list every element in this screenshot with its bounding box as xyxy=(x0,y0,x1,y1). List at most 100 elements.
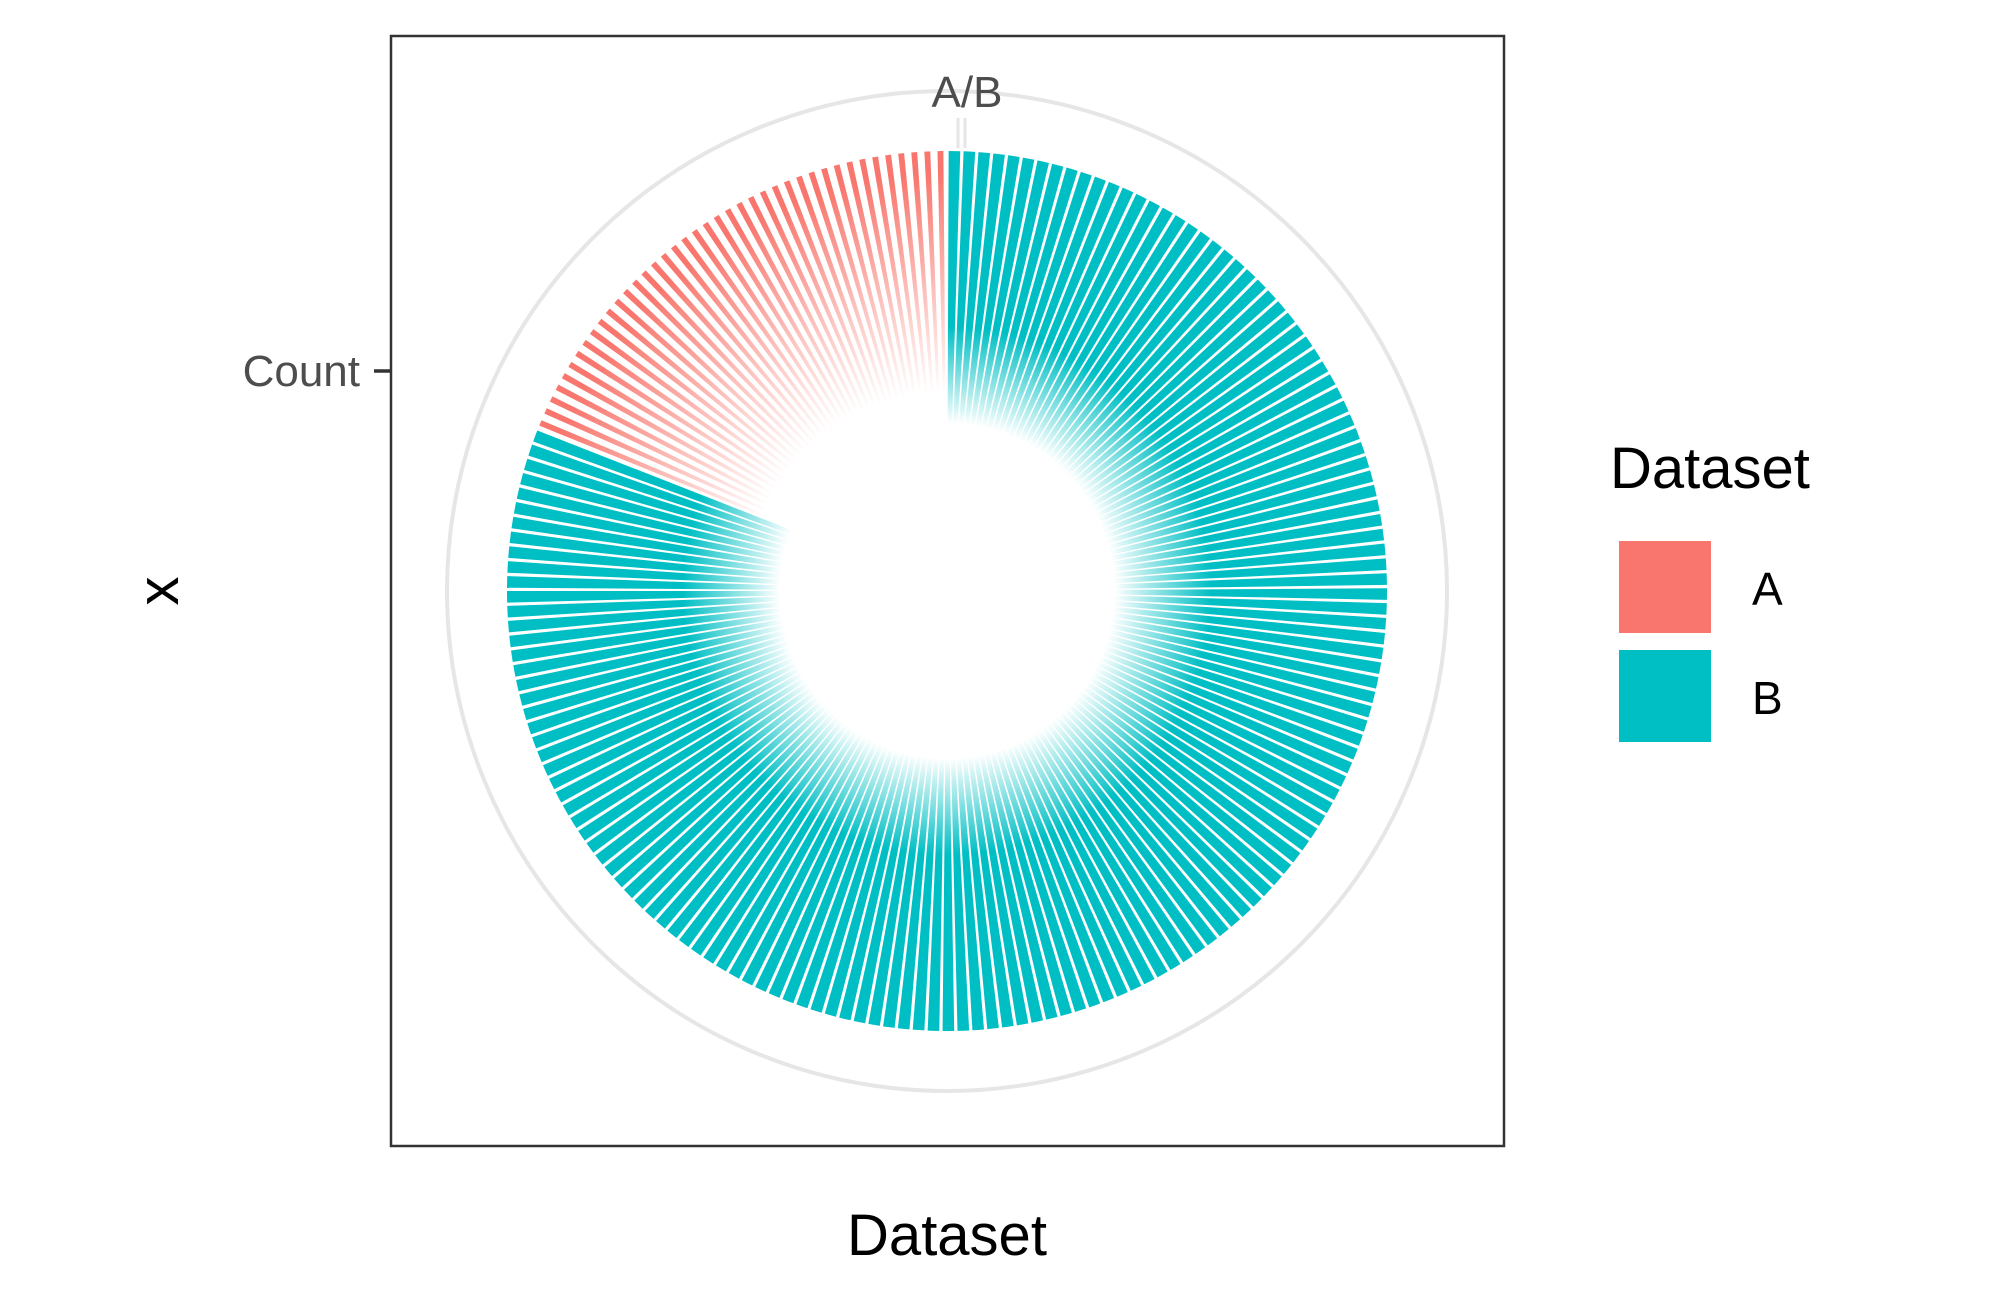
x-axis-title: Dataset xyxy=(847,1203,1047,1268)
bar-b-78 xyxy=(947,591,1168,978)
bar-b-100 xyxy=(839,591,947,1021)
bar-a-24 xyxy=(736,201,947,591)
bar-b-145 xyxy=(513,502,947,591)
bar-b-139 xyxy=(507,590,947,603)
bar-b-53 xyxy=(947,591,1379,689)
bar-b-70 xyxy=(947,591,1262,907)
bar-b-93 xyxy=(942,591,955,1032)
bar-b-112 xyxy=(679,591,947,947)
bar-b-98 xyxy=(868,591,947,1026)
bar-b-37 xyxy=(947,441,1365,591)
bar-b-81 xyxy=(947,591,1128,997)
bar-a-4 xyxy=(555,384,947,591)
bar-b-102 xyxy=(810,591,947,1013)
bar-a-25 xyxy=(748,195,947,591)
bar-a-36 xyxy=(885,154,947,591)
bar-b-96 xyxy=(897,591,947,1030)
bar-b-108 xyxy=(728,591,947,979)
bar-b-52 xyxy=(947,591,1382,675)
bar-b-83 xyxy=(947,591,1101,1008)
bar-b-123 xyxy=(570,591,947,829)
bar-b-141 xyxy=(507,561,947,591)
bar-a-33 xyxy=(846,161,947,591)
bar-b-6 xyxy=(947,157,1035,591)
bar-b-72 xyxy=(947,591,1241,927)
bar-b-131 xyxy=(523,591,947,721)
bar-a-2 xyxy=(544,408,947,591)
bar-a-21 xyxy=(702,221,947,591)
bar-b-73 xyxy=(947,591,1229,937)
bar-b-66 xyxy=(947,591,1301,863)
bar-b-122 xyxy=(578,591,947,841)
bar-b-77 xyxy=(947,591,1181,971)
bar-b-63 xyxy=(947,591,1326,826)
bar-b-48 xyxy=(947,591,1387,615)
bar-b-16 xyxy=(947,207,1173,591)
bar-a-6 xyxy=(568,361,947,591)
bar-a-38 xyxy=(911,152,947,591)
bar-b-46 xyxy=(947,573,1387,591)
bar-b-58 xyxy=(947,591,1358,760)
bar-a-28 xyxy=(783,180,947,591)
bar-b-130 xyxy=(527,591,947,735)
bar-b-84 xyxy=(947,591,1087,1012)
bar-b-25 xyxy=(947,290,1276,591)
bar-b-89 xyxy=(947,591,1014,1028)
bar-b-107 xyxy=(741,591,947,986)
bar-b-1 xyxy=(947,151,961,591)
bar-b-67 xyxy=(947,591,1292,875)
bar-b-20 xyxy=(947,240,1222,592)
bar-b-124 xyxy=(562,591,947,816)
legend-label-b: B xyxy=(1752,672,1783,724)
bar-b-136 xyxy=(509,591,947,648)
bar-b-104 xyxy=(782,591,947,1004)
bar-b-68 xyxy=(947,591,1282,886)
bar-b-10 xyxy=(947,171,1092,591)
bar-a-3 xyxy=(549,396,947,591)
bar-b-2 xyxy=(947,151,976,591)
bar-a-11 xyxy=(605,308,947,591)
bar-b-12 xyxy=(947,181,1120,591)
bar-b-92 xyxy=(947,591,970,1031)
bar-b-91 xyxy=(947,591,985,1031)
bar-b-138 xyxy=(507,591,947,618)
grid-circle xyxy=(445,89,1449,1093)
bar-a-37 xyxy=(898,153,947,591)
bar-b-60 xyxy=(947,591,1347,787)
bar-a-5 xyxy=(561,373,947,591)
bar-b-39 xyxy=(947,470,1374,591)
bar-b-127 xyxy=(542,591,947,776)
bar-b-43 xyxy=(947,528,1385,591)
bar-a-30 xyxy=(808,171,947,591)
bar-b-56 xyxy=(947,591,1368,732)
legend-title: Dataset xyxy=(1610,436,1810,501)
bar-b-87 xyxy=(947,591,1043,1023)
bar-b-135 xyxy=(511,591,947,663)
bar-a-20 xyxy=(691,229,947,591)
bar-b-79 xyxy=(947,591,1155,985)
bar-b-90 xyxy=(947,591,999,1030)
bar-b-51 xyxy=(947,591,1384,660)
bar-b-44 xyxy=(947,543,1386,591)
bars-group xyxy=(507,151,1387,1032)
bar-a-39 xyxy=(924,151,947,591)
bar-b-54 xyxy=(947,591,1376,704)
bar-b-82 xyxy=(947,591,1115,1003)
bar-a-35 xyxy=(872,156,947,591)
bar-b-7 xyxy=(947,160,1049,592)
bar-b-113 xyxy=(667,591,947,938)
bar-b-19 xyxy=(947,231,1211,592)
bar-a-29 xyxy=(796,175,947,591)
bar-b-18 xyxy=(947,223,1198,591)
bar-b-61 xyxy=(947,591,1340,801)
bar-b-117 xyxy=(623,591,947,899)
bar-b-128 xyxy=(537,591,947,763)
bar-b-57 xyxy=(947,591,1363,746)
bar-b-125 xyxy=(555,591,947,803)
bar-b-30 xyxy=(947,348,1321,591)
bar-b-65 xyxy=(947,591,1310,851)
bar-b-55 xyxy=(947,591,1372,718)
bar-a-12 xyxy=(614,298,947,591)
bar-b-32 xyxy=(947,374,1336,591)
bar-b-5 xyxy=(947,155,1020,591)
